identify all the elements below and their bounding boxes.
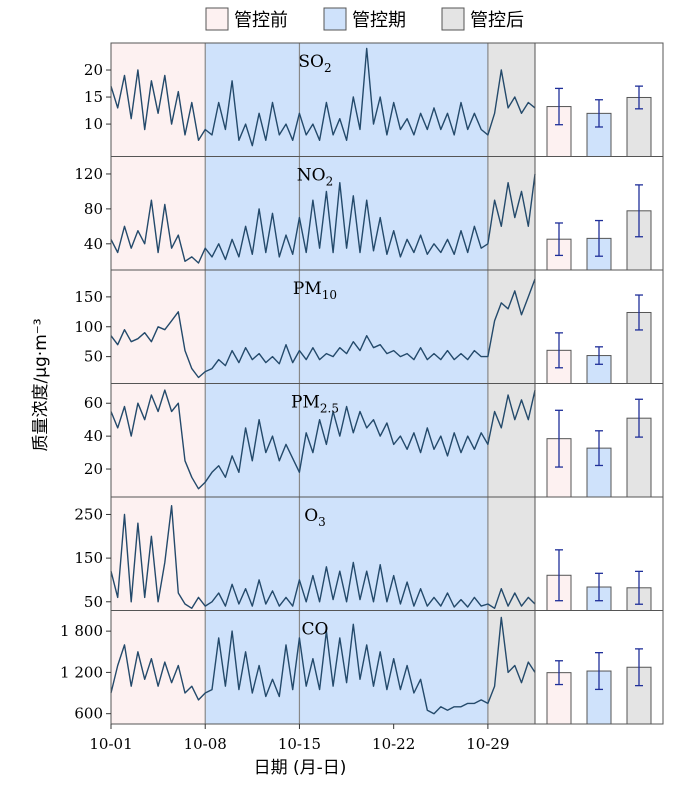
y-tick-label: 60: [84, 394, 103, 412]
y-tick-label: 80: [84, 200, 103, 218]
x-tick-label: 10-22: [372, 735, 415, 753]
y-tick-label: 50: [84, 593, 103, 611]
panel-label: SO2: [298, 52, 331, 75]
period-bg-during: [205, 270, 488, 384]
y-tick-label: 10: [84, 115, 103, 133]
period-bg-during: [205, 497, 488, 611]
x-tick-label: 10-29: [466, 735, 509, 753]
period-bg-before: [111, 610, 206, 724]
panel: 40 80 120 NO2: [74, 156, 664, 271]
y-tick-label: 15: [84, 88, 103, 106]
legend-swatch: [205, 7, 229, 31]
panel-label: CO: [302, 620, 329, 640]
period-bg-after: [487, 43, 535, 157]
y-tick-label: 20: [84, 460, 103, 478]
panel: 10 15 20 SO2: [84, 42, 664, 158]
x-tick-label: 10-15: [278, 735, 321, 753]
legend-item: 管控期: [323, 7, 406, 31]
period-bg-during: [205, 383, 488, 497]
series-line: [110, 173, 536, 264]
legend-label: 管控后: [470, 10, 524, 31]
period-bg-before: [111, 497, 206, 611]
x-tick-label: 10-01: [89, 735, 132, 753]
x-tick-label: 10-08: [184, 735, 227, 753]
x-axis: 10-01 10-08 10-15 10-22 10-29: [89, 724, 510, 753]
y-tick-label: 20: [84, 61, 103, 79]
panel-label-subscript: 3: [318, 515, 326, 529]
legend-item: 管控后: [441, 7, 524, 31]
period-bg-before: [111, 43, 206, 157]
legend-label: 管控前: [234, 10, 288, 31]
series-line: [110, 616, 536, 715]
series-line: [110, 278, 536, 379]
y-tick-label: 250: [74, 505, 103, 523]
y-tick-label: 600: [74, 705, 103, 723]
panel-label-subscript: 2: [324, 61, 332, 75]
period-bg-during: [205, 610, 488, 724]
period-bg-after: [487, 156, 535, 270]
legend-swatch: [323, 7, 347, 31]
x-axis-title: 日期 (月-日): [254, 758, 347, 778]
period-bg-during: [205, 156, 488, 270]
bar: [626, 666, 652, 725]
series-line: [110, 47, 536, 147]
legend-item: 管控前: [205, 7, 288, 31]
y-tick-label: 150: [74, 549, 103, 567]
y-tick-label: 100: [74, 318, 103, 336]
period-bg-after: [487, 383, 535, 497]
period-bg-before: [111, 383, 206, 497]
legend: 管控前 管控期 管控后: [205, 7, 524, 31]
panel-label: NO2: [297, 166, 333, 189]
y-tick-label: 50: [84, 348, 103, 366]
y-tick-label: 150: [74, 288, 103, 306]
y-tick-label: 120: [74, 165, 103, 183]
legend-label: 管控期: [352, 10, 406, 31]
y-axis-title: 质量浓度/μg·m⁻³: [31, 318, 51, 451]
series-line: [110, 505, 536, 609]
panel-label-subscript: 2: [326, 175, 334, 189]
panel-label-subscript: 2.5: [320, 402, 339, 416]
panel: 600 1 200 1 800 CO: [60, 610, 664, 725]
period-bg-after: [487, 610, 535, 724]
y-tick-label: 1 200: [60, 663, 103, 681]
y-tick-label: 40: [84, 235, 103, 253]
legend-swatch: [441, 7, 465, 31]
y-tick-label: 40: [84, 427, 103, 445]
series-line: [110, 389, 536, 490]
period-bg-after: [487, 497, 535, 611]
panel-label-subscript: 10: [322, 288, 337, 302]
y-tick-label: 1 800: [60, 622, 103, 640]
period-bg-after: [487, 270, 535, 384]
